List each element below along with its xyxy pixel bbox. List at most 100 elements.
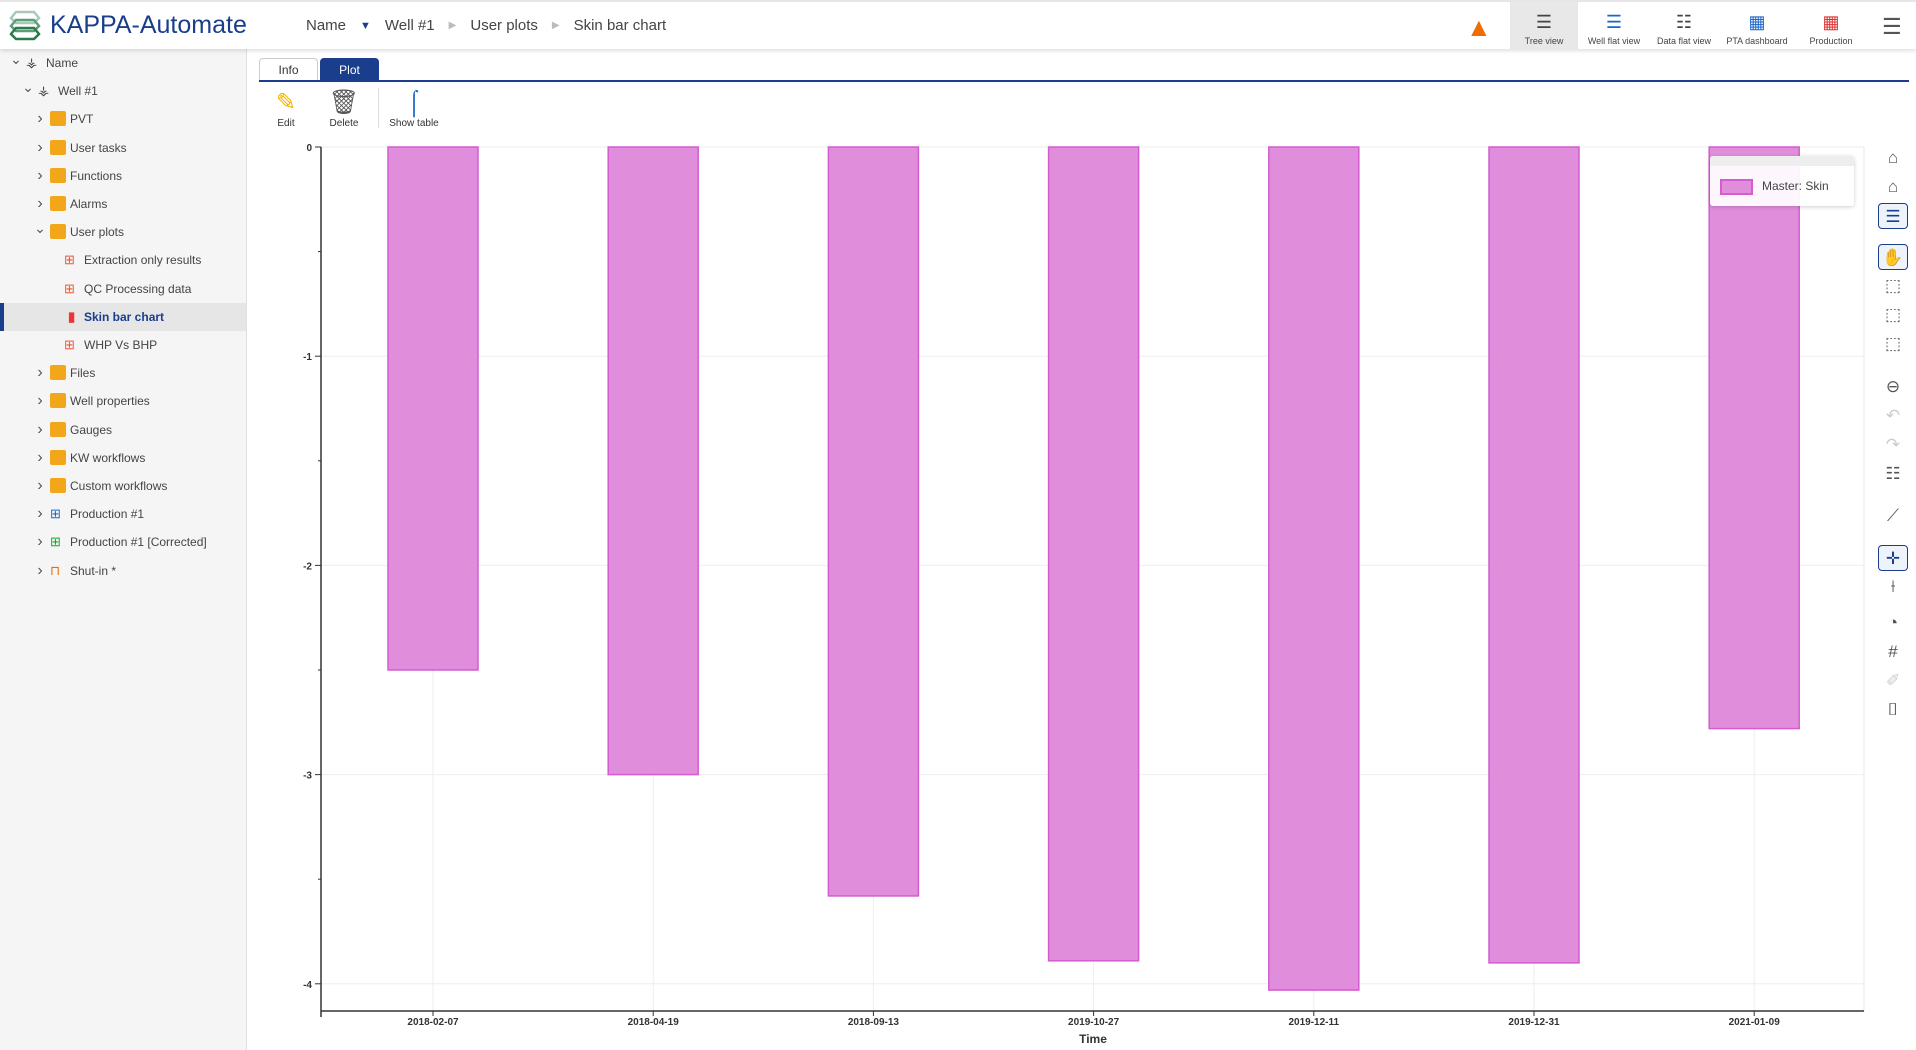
tree-item[interactable]: › ⊓ Shut-in *	[0, 557, 246, 585]
crosshair-icon[interactable]: ✛	[1878, 545, 1908, 571]
legend-toggle-icon[interactable]: ☰	[1878, 203, 1908, 229]
zoom-x-icon[interactable]: ⬚	[1884, 334, 1902, 353]
breadcrumb-item[interactable]: Skin bar chart	[573, 17, 667, 34]
bar-chart-icon: ▮	[68, 308, 76, 324]
chevron-right-icon[interactable]: ›	[37, 533, 43, 551]
chevron-right-icon[interactable]: ›	[37, 195, 43, 212]
chevron-right-icon[interactable]: ›	[37, 477, 43, 494]
bar	[1268, 146, 1360, 991]
tree-item-label: QC Processing data	[84, 281, 192, 296]
bar	[387, 146, 479, 671]
tab-info[interactable]: Info	[259, 58, 318, 80]
camera-icon[interactable]: ⌷	[1887, 700, 1899, 719]
time-marker-icon[interactable]: ◔	[1887, 613, 1899, 632]
tree-item[interactable]: › PVT	[0, 105, 246, 133]
tab-plot[interactable]: Plot	[320, 58, 379, 80]
chevron-right-icon[interactable]: ›	[37, 392, 43, 410]
table-curve-icon: ⌠	[406, 89, 422, 116]
zoom-box-icon[interactable]: ⬚	[1884, 276, 1902, 295]
tree-item[interactable]: ⊞ QC Processing data	[0, 275, 246, 303]
chevron-down-icon[interactable]: ⌄	[22, 79, 34, 96]
zoom-legend-icon[interactable]: ☷	[1885, 464, 1901, 483]
bar	[827, 146, 920, 897]
tree-item[interactable]: ⊞ WHP Vs BHP	[0, 331, 246, 359]
tree-item[interactable]: › KW workflows	[0, 444, 246, 472]
grid-icon[interactable]: #	[1888, 642, 1898, 661]
tree-item[interactable]: ▮ Skin bar chart	[0, 302, 246, 331]
x-tick-label: 2021-01-09	[1729, 1017, 1781, 1028]
show-table-button[interactable]: ⌠ Show table	[386, 88, 442, 129]
pta-dashboard-button[interactable]: ▦ PTA dashboard	[1723, 2, 1791, 49]
pta-dashboard-icon: ▦	[1748, 12, 1766, 32]
chevron-right-icon: ▶	[551, 20, 560, 31]
tree-view-button[interactable]: ☰ Tree view	[1510, 2, 1578, 49]
redo-zoom-icon[interactable]: ↷	[1885, 435, 1901, 454]
tree-item[interactable]: › Files	[0, 359, 246, 387]
tree-item[interactable]: ⌄ User plots	[0, 218, 246, 246]
chevron-down-icon[interactable]: ⌄	[10, 51, 22, 67]
kappa-logo-icon	[9, 10, 41, 41]
chevron-right-icon[interactable]: ›	[37, 166, 43, 184]
curve-icon[interactable]: ⟋	[1887, 506, 1899, 525]
tree-item[interactable]: › Functions	[0, 162, 246, 190]
tree-item[interactable]: › Gauges	[0, 416, 246, 444]
data-flat-view-button[interactable]: ☷ Data flat view	[1650, 2, 1718, 49]
tree-item-label: Functions	[70, 168, 123, 183]
tree-item[interactable]: ⊞ Extraction only results	[0, 246, 246, 274]
tracker-icon[interactable]: ⟊	[1890, 577, 1896, 596]
breadcrumb-item[interactable]: Name	[306, 17, 347, 34]
tree-item-label: Well #1	[58, 84, 98, 99]
zoom-y-icon[interactable]: ⬚	[1884, 305, 1902, 324]
hamburger-menu-icon[interactable]: ☰	[1882, 14, 1902, 39]
breadcrumb-item[interactable]: User plots	[470, 17, 538, 34]
pan-hand-icon[interactable]: ✋	[1878, 244, 1908, 270]
chevron-right-icon[interactable]: ›	[37, 561, 43, 579]
chevron-down-icon[interactable]: ⌄	[34, 220, 46, 237]
tree-item[interactable]: ⌄ ⚶ Name	[0, 49, 246, 77]
tree-item-label: Production #1	[70, 507, 145, 522]
tree-item-label: Name	[46, 56, 79, 70]
delete-button[interactable]: 🗑 Delete	[316, 88, 372, 129]
chevron-right-icon[interactable]: ›	[37, 420, 43, 438]
zoom-out-icon[interactable]: ⊖	[1885, 377, 1901, 396]
breadcrumb-item[interactable]: Well #1	[384, 17, 435, 34]
home-fit-icon[interactable]: ⌂	[1887, 177, 1899, 196]
folder-gauge-icon	[50, 421, 66, 437]
chevron-right-icon[interactable]: ›	[37, 505, 43, 523]
chevron-right-icon[interactable]: ›	[37, 110, 43, 128]
x-tick-label: 2018-02-07	[407, 1017, 459, 1028]
tree-item[interactable]: › ⊞ Production #1 [Corrected]	[0, 528, 246, 556]
chevron-right-icon[interactable]: ›	[37, 448, 43, 466]
caret-down-icon[interactable]: ▼	[360, 19, 371, 32]
tree-item[interactable]: › ⊞ Production #1	[0, 500, 246, 528]
x-tick-label: 2019-10-27	[1068, 1017, 1120, 1028]
home-icon[interactable]: ⌂	[1887, 148, 1899, 167]
edit-button[interactable]: ✎ Edit	[258, 88, 314, 129]
tree-item[interactable]: › User tasks	[0, 134, 246, 162]
trash-icon: 🗑	[328, 89, 360, 116]
shut-in-icon: ⊓	[50, 562, 61, 578]
chevron-right-icon[interactable]: ›	[37, 364, 43, 382]
x-tick-label: 2018-04-19	[628, 1017, 680, 1028]
legend-label: Master: Skin	[1762, 179, 1829, 193]
x-axis-label: Time	[1079, 1032, 1107, 1046]
tree-item-label: KW workflows	[70, 450, 146, 465]
tree-item[interactable]: › Well properties	[0, 387, 246, 415]
bar	[607, 146, 699, 776]
brush-icon[interactable]: ✐	[1885, 671, 1901, 690]
folder-plot-icon	[50, 224, 66, 240]
tree-item[interactable]: › Custom workflows	[0, 472, 246, 500]
tree-item[interactable]: › Alarms	[0, 190, 246, 218]
plot-icon: ⊞	[64, 252, 75, 268]
undo-zoom-icon[interactable]: ↶	[1885, 406, 1901, 425]
y-tick-label: -1	[303, 352, 312, 363]
pencil-icon: ✎	[275, 89, 297, 116]
production-button[interactable]: ▦ Production	[1797, 2, 1865, 49]
chart-legend[interactable]: Master: Skin	[1710, 156, 1854, 206]
chevron-right-icon[interactable]: ›	[37, 138, 43, 156]
well-flat-view-button[interactable]: ☰ Well flat view	[1580, 2, 1648, 49]
tree-item[interactable]: ⌄ ⚶ Well #1	[0, 77, 246, 105]
warning-triangle-icon[interactable]: ▲	[1466, 12, 1492, 42]
tree-item-label: Shut-in *	[70, 563, 117, 578]
